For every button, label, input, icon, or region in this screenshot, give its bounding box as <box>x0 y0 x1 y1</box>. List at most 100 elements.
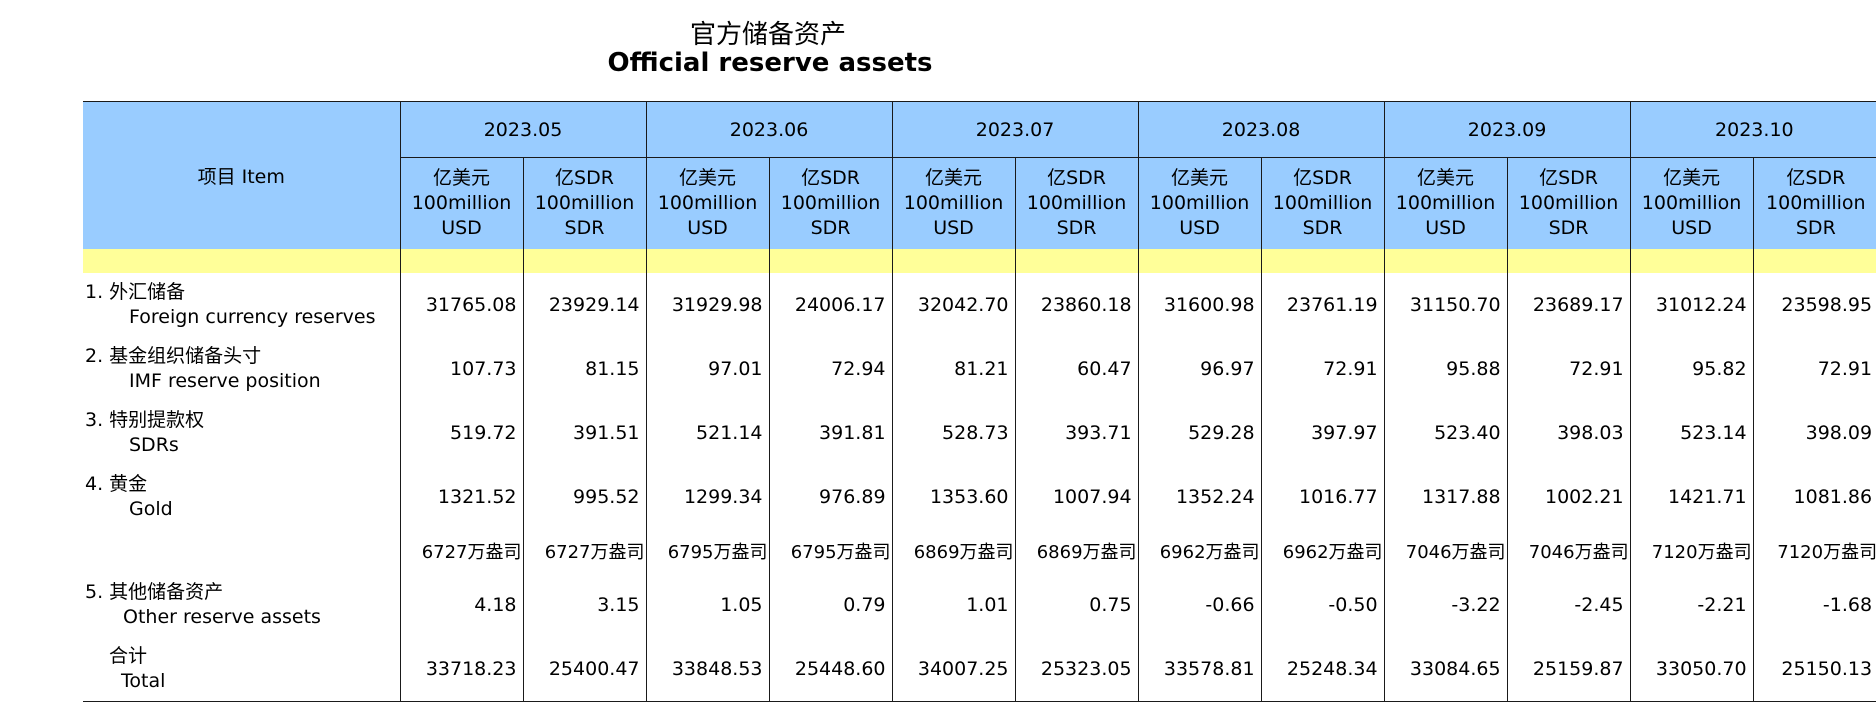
table-cell: 7120万盎司 <box>1629 529 1754 573</box>
unit-header-sdr: 亿SDR 100million SDR <box>522 157 647 249</box>
row-label-en: Other reserve assets <box>123 606 321 628</box>
unit-header-row: 亿美元 100million USD 亿SDR 100million SDR 亿美元 100m… <box>83 157 1876 249</box>
table-cell: 6727万盎司 <box>399 529 523 573</box>
table-cell: 519.72 <box>399 401 523 465</box>
unit-line: SDR <box>1302 217 1343 239</box>
table-cell: 1353.60 <box>891 465 1016 529</box>
table-cell: -2.21 <box>1629 573 1754 637</box>
separator-cell <box>768 249 893 273</box>
table-cell: 1.01 <box>891 573 1016 637</box>
table-cell: 97.01 <box>645 337 770 401</box>
unit-line: SDR <box>1795 217 1836 239</box>
unit-line: 100million <box>1518 192 1619 214</box>
table-cell: -0.66 <box>1137 573 1262 637</box>
unit-line: 100million <box>411 192 512 214</box>
table-cell: 107.73 <box>399 337 523 401</box>
row-label-zh: 5. 其他储备资产 <box>85 581 224 603</box>
unit-header-usd: 亿美元 100million USD <box>645 157 770 249</box>
table-cell: 95.82 <box>1629 337 1754 401</box>
separator-cell <box>399 249 523 273</box>
unit-line: 100million <box>1766 192 1866 214</box>
separator-cell <box>83 249 400 273</box>
unit-header-sdr: 亿SDR 100million SDR <box>768 157 893 249</box>
table-cell: 60.47 <box>1014 337 1139 401</box>
unit-line: SDR <box>810 217 851 239</box>
table-cell: 391.51 <box>522 401 647 465</box>
row-label-en: Gold <box>129 498 173 520</box>
table-cell: 25248.34 <box>1260 637 1385 702</box>
separator-cell <box>891 249 1016 273</box>
table-cell: -0.50 <box>1260 573 1385 637</box>
table-cell: 34007.25 <box>891 637 1016 702</box>
unit-line: SDR <box>1056 217 1097 239</box>
total-row: 合计 Total 33718.23 25400.47 33848.53 25448.60 3… <box>83 637 1876 702</box>
table-cell: 23689.17 <box>1506 273 1631 337</box>
row-label: 2. 基金组织储备头寸 IMF reserve position <box>83 337 400 401</box>
table-cell: 7046万盎司 <box>1383 529 1508 573</box>
unit-line: 100million <box>1149 192 1250 214</box>
row-label: 1. 外汇储备 Foreign currency reserves <box>83 273 400 337</box>
unit-header-usd: 亿美元 100million USD <box>891 157 1016 249</box>
table-cell: 7120万盎司 <box>1752 529 1876 573</box>
unit-line: USD <box>1425 217 1466 239</box>
table-row: 3. 特别提款权 SDRs 519.72 391.51 521.14 391.81 528.… <box>83 401 1876 465</box>
table-cell: 3.15 <box>522 573 647 637</box>
table-cell: 528.73 <box>891 401 1016 465</box>
unit-header-sdr: 亿SDR 100million SDR <box>1752 157 1876 249</box>
table-cell: 33718.23 <box>399 637 523 702</box>
separator-cell <box>522 249 647 273</box>
unit-line: 亿美元 <box>1663 167 1721 189</box>
table-cell: 1321.52 <box>399 465 523 529</box>
row-label-en: Total <box>121 670 166 692</box>
separator-cell <box>645 249 770 273</box>
row-label: 4. 黄金 Gold <box>83 465 400 529</box>
table-cell: 25159.87 <box>1506 637 1631 702</box>
table-cell: 1081.86 <box>1752 465 1876 529</box>
table-row: 4. 黄金 Gold 1321.52 995.52 1299.34 976.89 1353.… <box>83 465 1876 529</box>
row-label-zh: 1. 外汇储备 <box>85 281 186 303</box>
table-cell: 6962万盎司 <box>1137 529 1262 573</box>
item-column-header: 项目 Item <box>83 101 400 249</box>
table-cell: 24006.17 <box>768 273 893 337</box>
separator-cell <box>1752 249 1876 273</box>
month-header: 2023.06 <box>645 101 893 158</box>
separator-cell <box>1137 249 1262 273</box>
month-header: 2023.08 <box>1137 101 1385 158</box>
table-cell: 23598.95 <box>1752 273 1876 337</box>
table-cell: 523.40 <box>1383 401 1508 465</box>
table-cell: 33848.53 <box>645 637 770 702</box>
table-cell: 995.52 <box>522 465 647 529</box>
table-cell: 31765.08 <box>399 273 523 337</box>
unit-line: 亿SDR <box>1293 167 1352 189</box>
table-row: 1. 外汇储备 Foreign currency reserves 31765.08… <box>83 273 1876 337</box>
table-cell: 391.81 <box>768 401 893 465</box>
unit-line: USD <box>1179 217 1220 239</box>
separator-row <box>83 249 1876 273</box>
month-header: 2023.10 <box>1629 101 1876 158</box>
unit-line: 亿美元 <box>1171 167 1229 189</box>
table-cell: 25400.47 <box>522 637 647 702</box>
row-label-zh: 3. 特别提款权 <box>85 409 205 431</box>
table-cell: 31150.70 <box>1383 273 1508 337</box>
unit-line: 100million <box>1395 192 1496 214</box>
unit-line: 100million <box>1272 192 1373 214</box>
table-cell: 521.14 <box>645 401 770 465</box>
table-cell: 23860.18 <box>1014 273 1139 337</box>
unit-line: USD <box>933 217 974 239</box>
month-header: 2023.05 <box>399 101 647 158</box>
unit-line: SDR <box>1548 217 1589 239</box>
row-label-zh: 合计 <box>109 645 148 667</box>
row-label: 5. 其他储备资产 Other reserve assets <box>83 573 400 637</box>
table-row: 5. 其他储备资产 Other reserve assets 4.18 3.15 1.0… <box>83 573 1876 637</box>
unit-line: USD <box>441 217 482 239</box>
month-header: 2023.09 <box>1383 101 1631 158</box>
table-cell: 31012.24 <box>1629 273 1754 337</box>
table-cell: 72.94 <box>768 337 893 401</box>
table-cell: 1002.21 <box>1506 465 1631 529</box>
page-title-en: Official reserve assets <box>607 48 933 78</box>
unit-header-sdr: 亿SDR 100million SDR <box>1014 157 1139 249</box>
table-cell: 25448.60 <box>768 637 893 702</box>
table-cell: 33578.81 <box>1137 637 1262 702</box>
table-cell: -3.22 <box>1383 573 1508 637</box>
unit-header-usd: 亿美元 100million USD <box>1383 157 1508 249</box>
